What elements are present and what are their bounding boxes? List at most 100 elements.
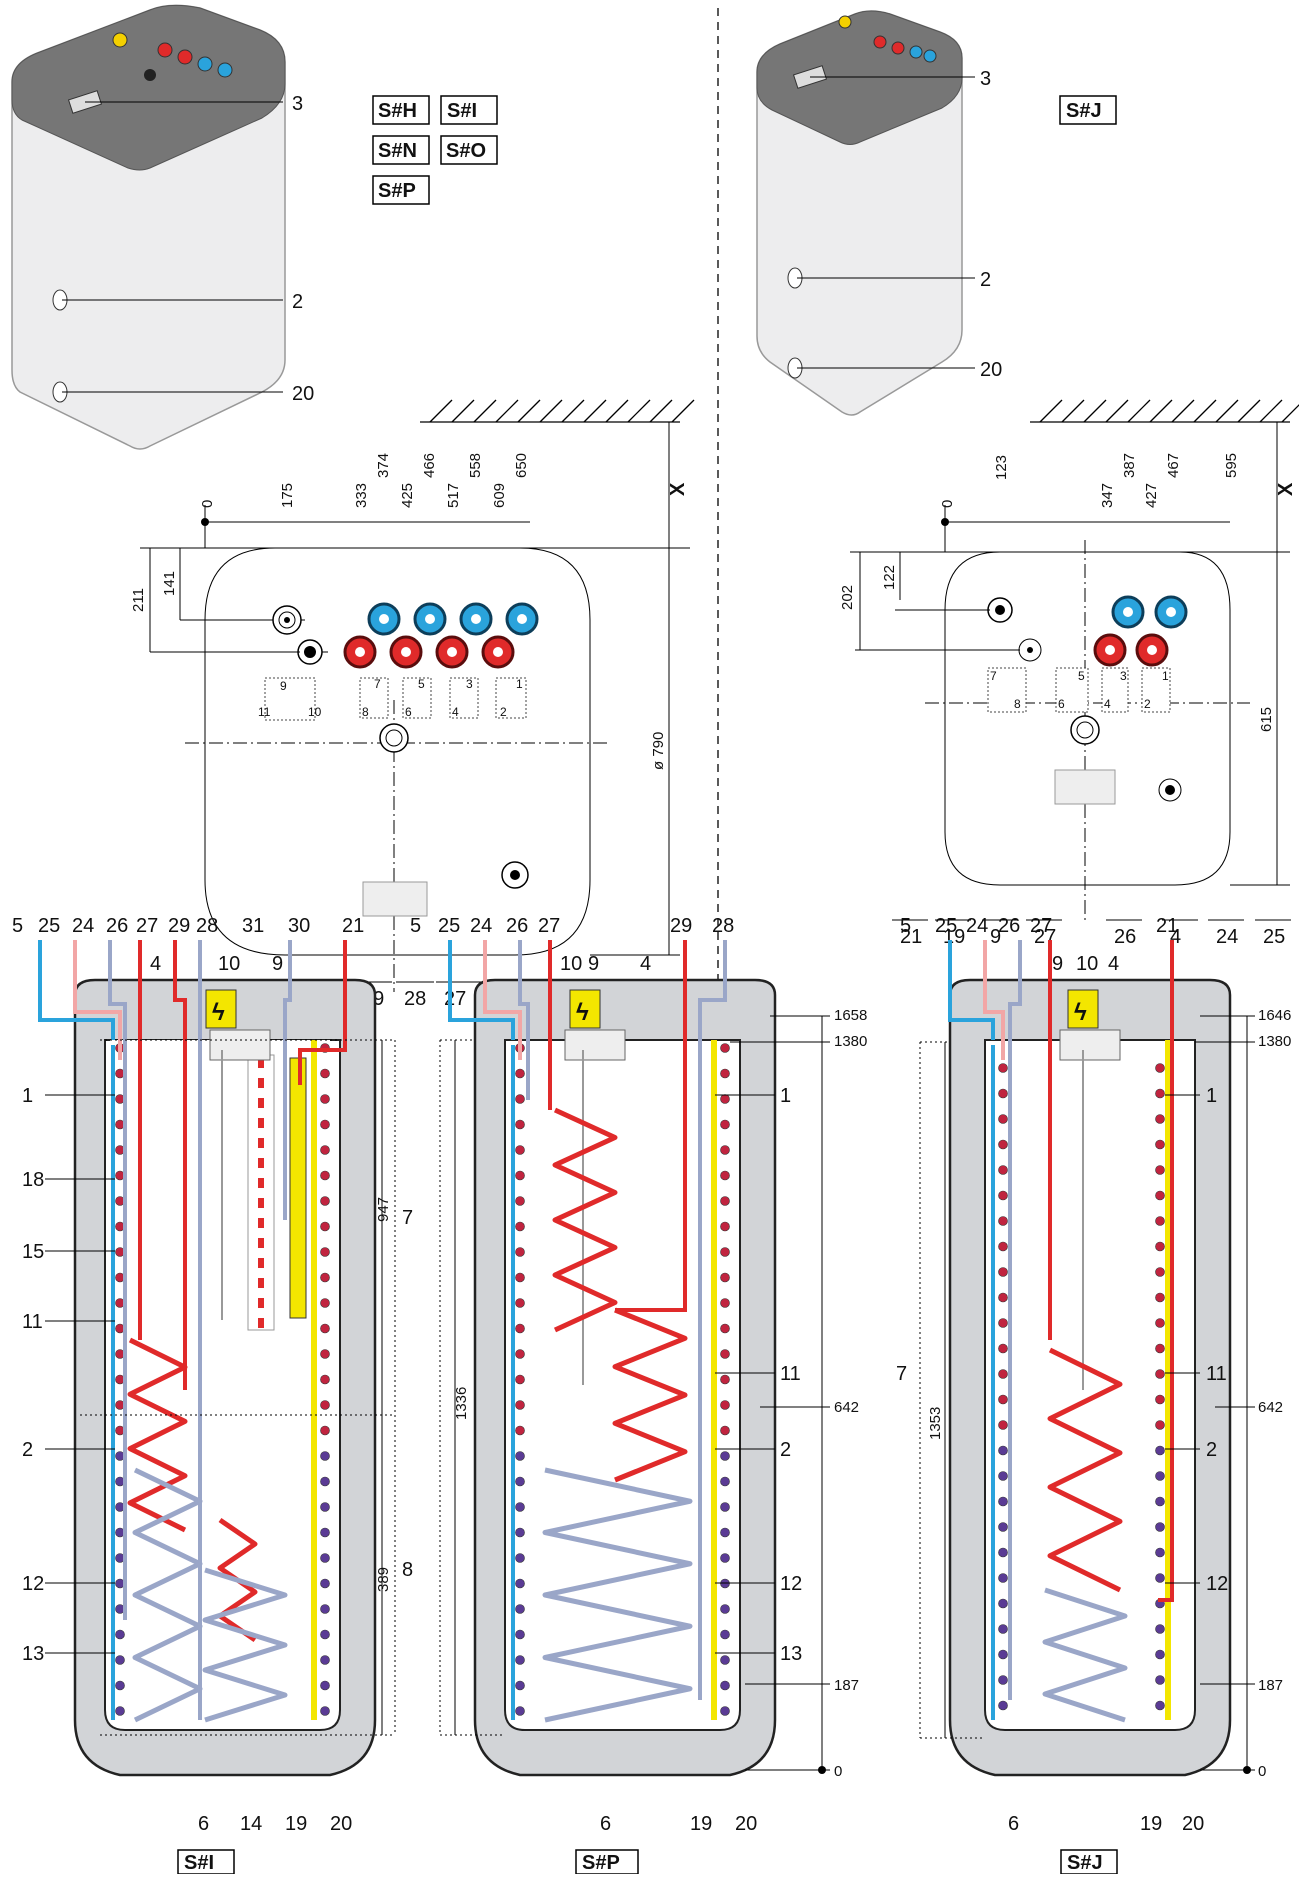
sectionA-inner-1: 10 [218, 953, 240, 975]
rdim-387: 387 [1121, 453, 1138, 478]
icon-num-10: 10 [308, 705, 322, 719]
sectionC-left-7: 7 [896, 1363, 907, 1385]
icon-num-8: 8 [362, 705, 369, 719]
sectionB-top-6: 28 [712, 915, 734, 937]
sectionB-top-1: 25 [438, 915, 460, 937]
offset-141: 141 [161, 571, 178, 596]
sectionB-inner-0: 10 [560, 953, 582, 975]
icon-num-3: 3 [466, 677, 473, 691]
sectionB-dim-1336: 1336 [453, 1387, 470, 1420]
sectionC-inner-1: 10 [1076, 953, 1098, 975]
icon-num-9: 9 [280, 679, 287, 693]
sectionC-top-0: 5 [900, 915, 911, 937]
callout-3-top-right: 3 [980, 68, 991, 90]
sectionA-top-9: 21 [342, 915, 364, 937]
sectionC-height-2: 642 [1258, 1399, 1283, 1416]
sectionA-bottom-3: 20 [330, 1813, 352, 1835]
right-plan-label-2: 9 [990, 926, 1001, 948]
icon-num-11: 11 [258, 705, 271, 719]
sectionA-top-5: 29 [168, 915, 190, 937]
sectionA-zone-8: 8 [402, 1559, 413, 1581]
icon-num-4: 4 [452, 705, 459, 719]
sectionC-top-3: 26 [998, 915, 1020, 937]
sectionC-dim-1353: 1353 [927, 1407, 944, 1440]
right-plan-label-0: 21 [900, 926, 922, 948]
rdim-123: 123 [993, 455, 1010, 480]
sectionA-left-4: 2 [22, 1439, 33, 1461]
sectionC-right-0: 1 [1206, 1085, 1217, 1107]
dim-425: 425 [399, 483, 416, 508]
diameter-790: ø 790 [650, 732, 667, 770]
sectionA-inner-0: 4 [150, 953, 161, 975]
sectionC-height-4: 0 [1258, 1763, 1266, 1780]
r-icon-num-7: 7 [990, 669, 997, 683]
r-icon-num-4: 4 [1104, 697, 1111, 711]
badge-SJ-top: S#J [1066, 100, 1102, 122]
r-icon-num-6: 6 [1058, 697, 1065, 711]
sectionB-inner-2: 4 [640, 953, 651, 975]
callout-2-top-right: 2 [980, 269, 991, 291]
badge-SH: S#H [378, 100, 417, 122]
icon-num-6: 6 [405, 705, 412, 719]
dim-175: 175 [279, 483, 296, 508]
sectionB-top-0: 5 [410, 915, 421, 937]
sectionB-top-3: 26 [506, 915, 528, 937]
sectionA-bottom-0: 6 [198, 1813, 209, 1835]
sectionA-left-0: 1 [22, 1085, 33, 1107]
dim-333: 333 [353, 483, 370, 508]
sectionA-top-0: 5 [12, 915, 23, 937]
sectionC-top-1: 25 [935, 915, 957, 937]
dim-517: 517 [445, 483, 462, 508]
sectionA-left-6: 13 [22, 1643, 44, 1665]
rdim-467: 467 [1165, 453, 1182, 478]
rdim-595: 595 [1223, 453, 1240, 478]
sectionB-height-4: 0 [834, 1763, 842, 1780]
roffset-202: 202 [839, 585, 856, 610]
dim-609: 609 [491, 483, 508, 508]
sectionA-top-4: 27 [136, 915, 158, 937]
r-icon-num-1: 1 [1162, 669, 1169, 683]
dim-0: 0 [199, 500, 216, 508]
svg-text:ϟ: ϟ [576, 999, 589, 1026]
sectionA-top-2: 24 [72, 915, 94, 937]
sectionB-height-3: 187 [834, 1677, 859, 1694]
sectionB-right-3: 12 [780, 1573, 802, 1595]
sectionC-top-4: 27 [1030, 915, 1052, 937]
icon-num-2: 2 [500, 705, 507, 719]
sectionA-top-6: 28 [196, 915, 218, 937]
dim-374: 374 [375, 453, 392, 478]
sectionB-bottom-2: 20 [735, 1813, 757, 1835]
rdim-347: 347 [1099, 483, 1116, 508]
sectionA-bottom-2: 19 [285, 1813, 307, 1835]
dim-650: 650 [513, 453, 530, 478]
r-icon-num-8: 8 [1014, 697, 1021, 711]
icon-num-5: 5 [418, 677, 425, 691]
sectionC-bottom-1: 19 [1140, 1813, 1162, 1835]
section-SJ: ϟ [919, 940, 1255, 1777]
wall-gap-x-right: X [1275, 482, 1297, 496]
rdim-0: 0 [939, 500, 956, 508]
sectionA-dim-389: 389 [375, 1567, 392, 1592]
sectionB-bottom-1: 19 [690, 1813, 712, 1835]
sectionA-top-1: 25 [38, 915, 60, 937]
right-plan-label-5: 4 [1170, 926, 1181, 948]
sectionB-height-2: 642 [834, 1399, 859, 1416]
callout-2-top-left: 2 [292, 291, 303, 313]
sectionC-right-3: 12 [1206, 1573, 1228, 1595]
badge-SP: S#P [378, 180, 416, 202]
icon-num-7: 7 [374, 677, 381, 691]
section-SI: ϟ [38, 940, 396, 1777]
sectionC-inner-0: 9 [1052, 953, 1063, 975]
sectionC-top-2: 24 [966, 915, 988, 937]
sectionB-top-5: 29 [670, 915, 692, 937]
badge-SJ-bottom: S#J [1067, 1852, 1103, 1874]
right-plan-label-4: 26 [1114, 926, 1136, 948]
callout-3-top-left: 3 [292, 93, 303, 115]
left-plan-label-6: 28 [404, 988, 426, 1010]
sectionA-bottom-1: 14 [240, 1813, 262, 1835]
sectionB-height-0: 1658 [834, 1007, 867, 1024]
sectionC-height-3: 187 [1258, 1677, 1283, 1694]
